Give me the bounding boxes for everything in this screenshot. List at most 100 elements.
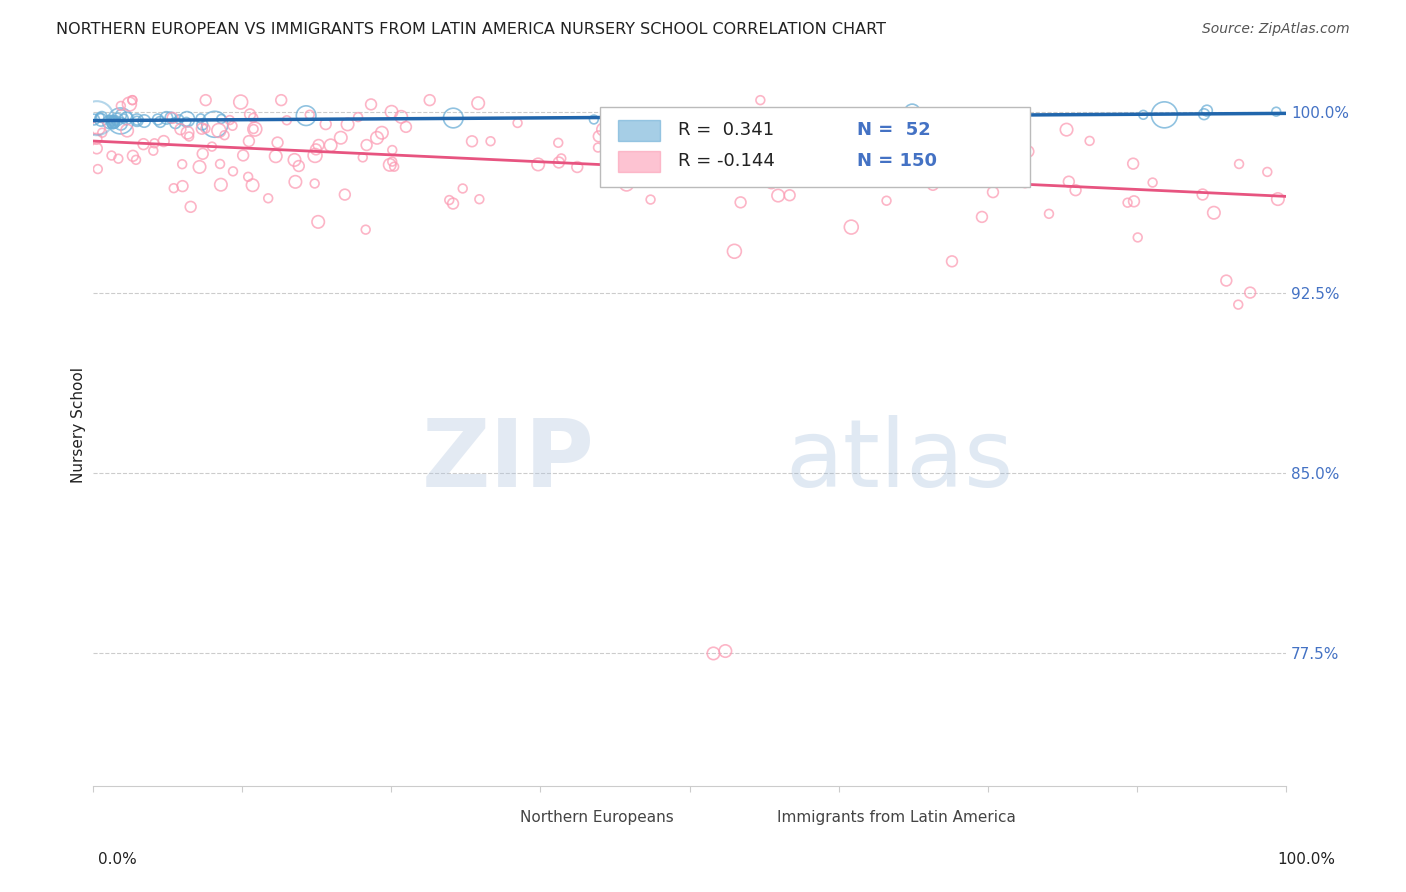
Point <box>775 158 797 172</box>
Point <box>1267 192 1289 206</box>
Point <box>159 111 181 125</box>
Point <box>191 146 214 161</box>
Point <box>209 157 232 171</box>
Point <box>592 122 614 136</box>
Point <box>319 138 342 153</box>
Point <box>897 156 920 170</box>
Point <box>208 123 231 137</box>
Point <box>87 120 110 135</box>
Point <box>90 112 112 127</box>
Point <box>242 122 264 136</box>
Point <box>191 118 214 132</box>
Point <box>378 158 401 172</box>
Text: atlas: atlas <box>785 415 1014 507</box>
Point <box>389 110 412 124</box>
Point <box>382 160 405 174</box>
Point <box>922 178 945 192</box>
Point <box>567 160 589 174</box>
Point <box>875 110 897 124</box>
Point <box>506 116 529 130</box>
Point <box>172 179 194 194</box>
Point <box>1265 104 1288 119</box>
Point <box>121 93 143 107</box>
Point <box>613 112 636 126</box>
Point <box>607 152 630 166</box>
Point <box>810 151 832 165</box>
Point <box>862 168 884 182</box>
Point <box>125 113 148 128</box>
Point <box>214 128 236 143</box>
Text: N =  52: N = 52 <box>856 121 931 139</box>
Point <box>264 149 287 163</box>
Point <box>702 647 724 661</box>
Point <box>122 149 145 163</box>
Point <box>218 113 240 128</box>
Point <box>371 126 394 140</box>
Point <box>1123 194 1146 209</box>
Point <box>981 185 1004 199</box>
Point <box>257 191 280 205</box>
Point <box>98 112 121 127</box>
Point <box>142 144 165 158</box>
Point <box>190 112 212 126</box>
Point <box>628 128 651 142</box>
Point <box>527 157 550 171</box>
Point <box>1122 156 1144 170</box>
Point <box>547 155 569 169</box>
Text: R =  0.341: R = 0.341 <box>678 121 773 139</box>
Point <box>110 99 132 113</box>
Point <box>761 108 783 122</box>
Point <box>162 111 184 125</box>
Point <box>1014 176 1036 190</box>
Point <box>191 121 214 136</box>
Text: 100.0%: 100.0% <box>1278 852 1336 867</box>
Point <box>179 129 201 144</box>
Point <box>100 148 122 162</box>
Point <box>336 117 359 131</box>
Point <box>143 136 166 151</box>
Point <box>876 194 898 208</box>
Point <box>749 93 772 107</box>
Point <box>381 154 404 169</box>
Point <box>239 107 262 121</box>
Point <box>132 137 155 152</box>
Point <box>419 93 441 107</box>
Point <box>169 122 191 136</box>
Point <box>270 93 292 107</box>
Point <box>779 188 801 202</box>
Point <box>165 116 187 130</box>
Point <box>970 210 993 224</box>
Point <box>723 109 745 123</box>
Point <box>283 153 305 167</box>
Point <box>229 95 252 109</box>
Point <box>222 164 245 178</box>
Point <box>163 181 186 195</box>
FancyBboxPatch shape <box>600 107 1029 186</box>
Point <box>243 122 266 136</box>
Point <box>381 104 404 119</box>
Point <box>125 113 148 128</box>
Point <box>360 97 382 112</box>
Point <box>451 181 474 195</box>
Point <box>232 148 254 162</box>
Point <box>87 162 110 177</box>
Point <box>547 136 569 150</box>
Point <box>329 130 352 145</box>
Point <box>91 126 114 140</box>
Point <box>266 136 288 150</box>
Point <box>1191 187 1213 202</box>
Point <box>683 107 706 121</box>
Point <box>288 159 311 173</box>
Point <box>704 110 727 124</box>
Point <box>941 254 963 268</box>
Point <box>176 126 198 140</box>
Point <box>112 112 135 126</box>
Point <box>194 93 217 107</box>
Point <box>101 116 124 130</box>
Point <box>103 117 125 131</box>
Point <box>1078 134 1101 148</box>
Point <box>307 215 329 229</box>
Point <box>354 222 377 236</box>
Point <box>479 134 502 148</box>
Point <box>101 113 124 128</box>
